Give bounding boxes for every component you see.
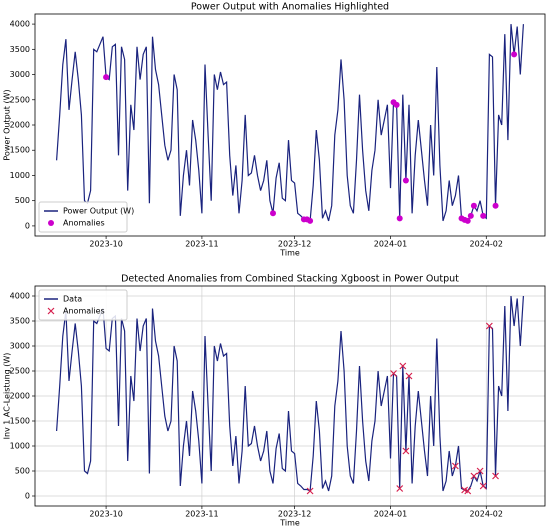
- legend-label: Data: [63, 295, 82, 304]
- anomaly-point: [470, 472, 478, 480]
- legend-box: [38, 201, 128, 233]
- y-tick-label: 1000: [10, 442, 30, 451]
- x-tick-label: 2023-12: [278, 240, 311, 249]
- anomaly-point: [464, 217, 471, 224]
- anomaly-point: [451, 462, 459, 470]
- data-line: [56, 295, 524, 492]
- anomaly-point: [306, 487, 314, 495]
- anomaly-point: [464, 487, 472, 495]
- y-tick-label: 3500: [10, 317, 30, 326]
- x-tick-label: 2023-12: [278, 510, 311, 519]
- legend-box: [38, 289, 128, 321]
- x-axis-label: Time: [279, 249, 300, 258]
- legend: Power Output (W) Anomalies: [38, 201, 134, 233]
- y-tick-label: 3500: [10, 45, 30, 54]
- x-tick-label: 2023-10: [89, 510, 122, 519]
- anomaly-point: [405, 372, 413, 380]
- y-tick-label: 0: [25, 492, 30, 501]
- anomaly-point: [399, 362, 407, 370]
- anomaly-point: [393, 101, 400, 108]
- y-tick-label: 4000: [10, 20, 30, 29]
- y-tick-label: 1500: [10, 146, 30, 155]
- y-tick-label: 500: [15, 196, 30, 205]
- anomaly-point: [103, 74, 110, 81]
- y-tick-label: 2500: [10, 95, 30, 104]
- legend-swatch: [47, 307, 55, 315]
- legend: Data Anomalies: [38, 289, 128, 321]
- anomaly-point: [390, 370, 397, 377]
- x-tick-label: 2023-10: [89, 240, 122, 249]
- anomaly-point: [307, 217, 314, 224]
- plot-frame: [34, 13, 546, 237]
- x-tick-label: 2023-11: [185, 510, 218, 519]
- anomaly-point: [479, 482, 487, 490]
- chart-title: Detected Anomalies from Combined Stackin…: [121, 274, 459, 285]
- y-tick-label: 2000: [10, 392, 30, 401]
- legend-label: Anomalies: [63, 307, 105, 316]
- x-tick-label: 2024-02: [470, 240, 503, 249]
- anomaly-point: [476, 467, 484, 475]
- anomaly-point: [492, 202, 499, 209]
- x-axis-label: Time: [279, 519, 300, 527]
- y-tick-label: 2000: [10, 121, 30, 130]
- legend-label: Power Output (W): [63, 207, 134, 216]
- y-tick-label: 0: [25, 221, 30, 230]
- chart-title: Power Output with Anomalies Highlighted: [191, 2, 389, 13]
- y-axis-label: Inv 1 AC-Leistung (W): [3, 353, 12, 440]
- anomaly-point: [270, 210, 276, 217]
- x-tick-label: 2024-02: [470, 510, 503, 519]
- anomaly-point: [470, 202, 477, 209]
- x-tick-label: 2024-01: [374, 240, 407, 249]
- legend-label: Anomalies: [63, 219, 105, 228]
- anomaly-point: [396, 485, 404, 492]
- y-tick-label: 2500: [10, 367, 30, 376]
- y-tick-label: 1000: [10, 171, 30, 180]
- y-tick-label: 1500: [10, 417, 30, 426]
- y-axis-label: Power Output (W): [3, 89, 12, 160]
- y-tick-label: 3000: [10, 70, 30, 79]
- legend-swatch: [48, 220, 54, 226]
- plot-frame: [34, 285, 546, 507]
- anomaly-point: [396, 215, 403, 222]
- anomaly-point: [402, 447, 410, 455]
- anomaly-point: [480, 212, 487, 219]
- anomaly-point: [511, 51, 518, 58]
- anomaly-point: [467, 212, 474, 219]
- anomaly-point: [402, 177, 409, 184]
- x-tick-label: 2023-11: [185, 240, 218, 249]
- anomaly-point: [485, 322, 493, 330]
- anomaly-point: [492, 472, 499, 480]
- y-tick-label: 500: [15, 467, 30, 476]
- data-line: [56, 24, 524, 222]
- y-tick-label: 4000: [10, 292, 30, 301]
- y-tick-label: 3000: [10, 342, 30, 351]
- x-tick-label: 2024-01: [374, 510, 407, 519]
